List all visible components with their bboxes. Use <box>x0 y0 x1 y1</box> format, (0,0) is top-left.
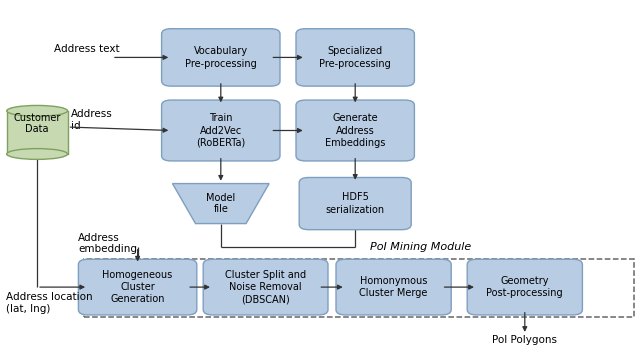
FancyBboxPatch shape <box>336 259 451 315</box>
Text: Homogeneous
Cluster
Generation: Homogeneous Cluster Generation <box>102 270 173 304</box>
FancyBboxPatch shape <box>161 29 280 86</box>
FancyBboxPatch shape <box>467 259 582 315</box>
Text: Train
Add2Vec
(RoBERTa): Train Add2Vec (RoBERTa) <box>196 113 245 148</box>
Text: Model
file: Model file <box>206 193 236 214</box>
Text: Generate
Address
Embeddings: Generate Address Embeddings <box>325 113 385 148</box>
Text: Homonymous
Cluster Merge: Homonymous Cluster Merge <box>360 276 428 298</box>
Bar <box>7 111 68 154</box>
Text: Geometry
Post-processing: Geometry Post-processing <box>486 276 563 298</box>
Text: Cluster Split and
Noise Removal
(DBSCAN): Cluster Split and Noise Removal (DBSCAN) <box>225 270 306 304</box>
Text: PoI Polygons: PoI Polygons <box>492 335 557 345</box>
FancyBboxPatch shape <box>161 100 280 161</box>
Text: Address text: Address text <box>54 44 120 54</box>
Text: HDF5
serialization: HDF5 serialization <box>326 192 385 215</box>
Ellipse shape <box>7 149 68 159</box>
Polygon shape <box>172 184 269 224</box>
FancyBboxPatch shape <box>300 177 412 230</box>
Text: PoI Mining Module: PoI Mining Module <box>370 242 471 252</box>
Text: Specialized
Pre-processing: Specialized Pre-processing <box>319 46 391 69</box>
FancyBboxPatch shape <box>296 29 415 86</box>
Text: Address location
(lat, lng): Address location (lat, lng) <box>6 292 93 314</box>
Text: Vocabulary
Pre-processing: Vocabulary Pre-processing <box>185 46 257 69</box>
Text: Address
embedding: Address embedding <box>78 233 137 254</box>
FancyBboxPatch shape <box>296 100 415 161</box>
Ellipse shape <box>7 105 68 116</box>
Text: Address
id: Address id <box>71 109 113 131</box>
Text: Customer
Data: Customer Data <box>13 113 61 134</box>
FancyBboxPatch shape <box>79 259 197 315</box>
FancyBboxPatch shape <box>203 259 328 315</box>
